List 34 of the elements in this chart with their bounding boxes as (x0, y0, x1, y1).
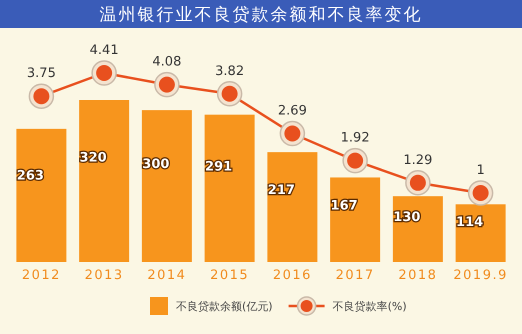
x-tick-label: 2017 (336, 268, 375, 283)
data-label: 1 (476, 163, 485, 178)
chart-title: 温州银行业不良贷款余额和不良率变化 (100, 5, 422, 25)
data-label: 3.82 (215, 64, 244, 79)
data-label: 167 (330, 198, 358, 214)
data-label: 300 (142, 156, 170, 172)
x-tick-label: 2014 (147, 268, 186, 283)
bar (267, 152, 318, 262)
data-label: 217 (268, 182, 295, 198)
x-tick-label: 2018 (398, 268, 438, 283)
x-tick-label: 2016 (272, 268, 312, 283)
legend-label: 不良贷款余额(亿元) (176, 300, 273, 313)
data-label: 4.08 (152, 54, 182, 70)
data-label: 2.69 (278, 104, 307, 119)
bar (142, 110, 192, 262)
data-label: 3.75 (26, 66, 56, 82)
bar (16, 128, 66, 262)
data-label: 291 (205, 160, 232, 175)
data-label: 4.41 (90, 43, 119, 58)
x-tick-label: 2019.9 (453, 268, 508, 283)
bar (204, 114, 255, 262)
data-label: 130 (393, 210, 420, 226)
bar (330, 177, 380, 262)
title-banner: 温州银行业不良贷款余额和不良率变化 (0, 0, 522, 28)
x-tick-label: 2015 (210, 268, 250, 283)
data-label: 114 (456, 215, 484, 230)
x-tick-label: 2012 (22, 268, 61, 283)
legend-label: 不良贷款率(%) (332, 300, 407, 313)
x-tick-label: 2013 (84, 268, 124, 283)
data-label: 1.29 (403, 152, 432, 168)
data-label: 263 (16, 168, 44, 184)
data-label: 1.92 (340, 130, 370, 146)
data-label: 320 (80, 150, 107, 166)
bar (79, 100, 130, 262)
